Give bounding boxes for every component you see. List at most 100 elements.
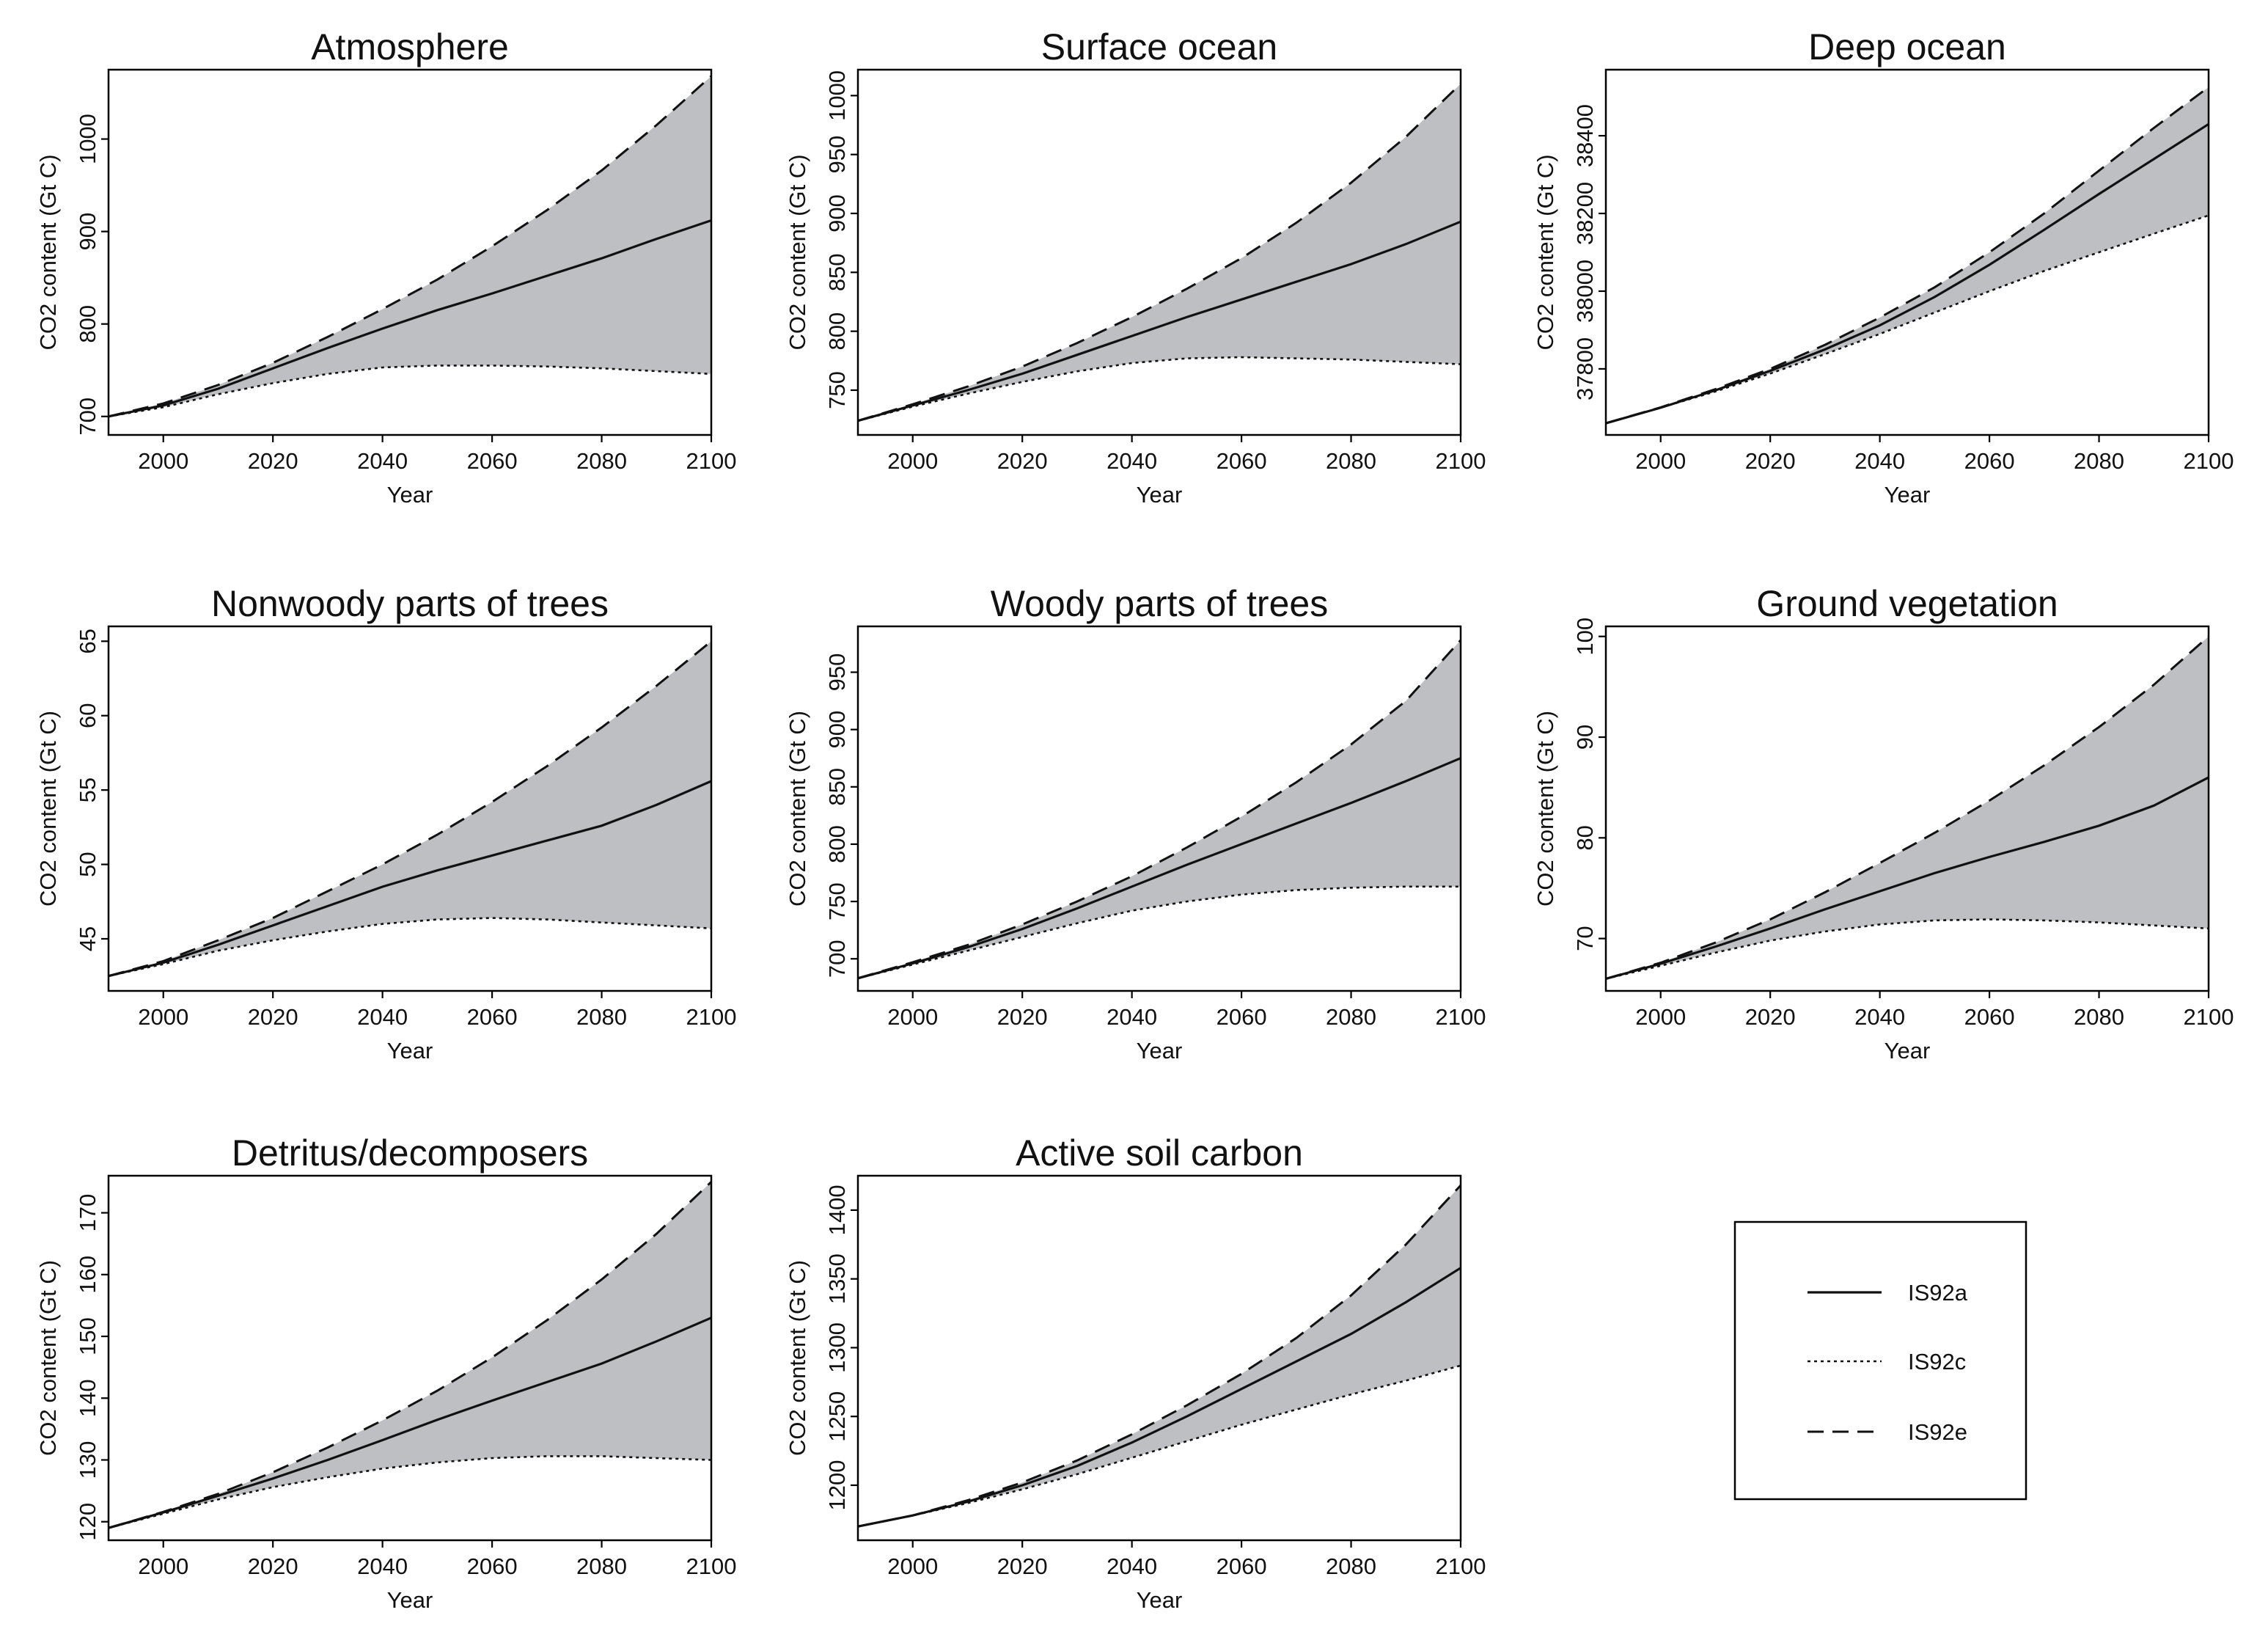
x-tick-label: 2060: [1216, 1004, 1267, 1030]
series-line-is92c: [857, 1364, 1461, 1528]
x-tick-label: 2100: [2184, 1004, 2234, 1030]
x-tick-label: 2100: [1436, 1553, 1486, 1579]
series-line-is92e: [857, 639, 1462, 980]
y-tick-label: 1200: [824, 1460, 850, 1510]
panel-title: Woody parts of trees: [991, 583, 1328, 624]
x-tick-label: 2060: [1964, 1004, 2015, 1030]
series-line-is92a: [857, 757, 1461, 980]
uncertainty-band: [858, 640, 1461, 978]
y-tick-label: 1000: [75, 114, 100, 164]
x-tick-label: 2060: [467, 448, 518, 474]
x-tick-label: 2080: [576, 1004, 627, 1030]
x-tick-label: 2100: [1436, 1004, 1486, 1030]
y-tick-label: 1350: [824, 1253, 850, 1304]
y-tick-label: 150: [75, 1317, 100, 1355]
x-tick-label: 2020: [1745, 1004, 1796, 1030]
x-tick-label: 2100: [1436, 448, 1486, 474]
panels: Atmosphere 2000 2020 2040 2060 2080 2100 700 800…: [35, 26, 2234, 1613]
x-tick-label: 2080: [576, 1553, 627, 1579]
x-axis-label: Year: [387, 1587, 433, 1613]
y-tick-label: 160: [75, 1256, 100, 1294]
plot-frame: [1604, 625, 2210, 992]
x-tick-label: 2020: [997, 448, 1048, 474]
x-tick-label: 2000: [1635, 1004, 1686, 1030]
x-tick-label: 2000: [887, 448, 938, 474]
y-tick-label: 700: [824, 940, 850, 978]
plot-frame: [107, 625, 713, 992]
series-line-is92c: [857, 356, 1461, 422]
series-line-is92e: [108, 640, 712, 978]
plot-frame: [1604, 68, 2210, 436]
x-tick-label: 2080: [2074, 448, 2124, 474]
x-tick-label: 2080: [1326, 1004, 1376, 1030]
x-tick-label: 2020: [248, 448, 298, 474]
y-tick-label: 38200: [1572, 182, 1598, 245]
y-tick-label: 850: [824, 768, 850, 806]
legend-label-is92a: IS92a: [1908, 1280, 1968, 1306]
series-line-is92e: [857, 83, 1462, 422]
x-tick-label: 2080: [1326, 448, 1376, 474]
x-tick-label: 2000: [138, 1553, 188, 1579]
x-axis-label: Year: [1885, 482, 1931, 508]
x-tick-label: 2040: [357, 1004, 408, 1030]
uncertainty-band: [858, 1185, 1461, 1527]
x-tick-label: 2000: [138, 1004, 188, 1030]
x-tick-label: 2040: [1107, 448, 1157, 474]
x-tick-label: 2100: [2184, 448, 2234, 474]
y-axis-label: CO2 content (Gt C): [35, 154, 61, 350]
series-line-is92c: [108, 917, 712, 977]
x-tick-label: 2100: [686, 448, 737, 474]
y-tick-label: 60: [75, 703, 100, 728]
y-tick-label: 1300: [824, 1322, 850, 1373]
panel-title: Ground vegetation: [1756, 583, 2058, 624]
y-tick-label: 65: [75, 629, 100, 654]
panel-nonwoody-parts-of-trees: Nonwoody parts of trees 2000 2020 2040 2060 2…: [35, 583, 736, 1064]
panel-deep-ocean: Deep ocean 2000 2020 2040 2060 2080 2100 37800 3…: [1533, 26, 2234, 508]
series-line-is92a: [108, 1317, 712, 1529]
y-tick-label: 50: [75, 852, 100, 876]
legend-label-is92e: IS92e: [1908, 1419, 1967, 1445]
x-tick-label: 2040: [357, 448, 408, 474]
x-axis-label: Year: [1137, 482, 1183, 508]
panel-atmosphere: Atmosphere 2000 2020 2040 2060 2080 2100 700 800…: [35, 26, 736, 508]
x-tick-label: 2040: [1854, 448, 1905, 474]
y-tick-label: 700: [75, 398, 100, 436]
y-tick-label: 750: [824, 371, 850, 409]
y-tick-label: 900: [824, 711, 850, 749]
uncertainty-band: [858, 84, 1461, 421]
plot-frame: [856, 625, 1462, 992]
y-axis-label: CO2 content (Gt C): [35, 711, 61, 907]
series-line-is92e: [108, 1181, 713, 1529]
y-tick-label: 38000: [1572, 260, 1598, 323]
panel-ground-vegetation: Ground vegetation 2000 2020 2040 2060 2080 210…: [1533, 583, 2234, 1064]
y-tick-label: 800: [824, 312, 850, 351]
panel-title: Surface ocean: [1041, 26, 1277, 67]
x-tick-label: 2000: [1635, 448, 1686, 474]
x-tick-label: 2020: [997, 1553, 1048, 1579]
x-tick-label: 2080: [1326, 1553, 1376, 1579]
series-line-is92a: [857, 1267, 1461, 1528]
legend-label-is92c: IS92c: [1908, 1349, 1966, 1374]
series-line-is92e: [1605, 86, 2209, 425]
panel-title: Active soil carbon: [1016, 1132, 1303, 1174]
y-axis-label: CO2 content (Gt C): [35, 1260, 61, 1456]
x-tick-label: 2020: [248, 1553, 298, 1579]
x-tick-label: 2000: [887, 1004, 938, 1030]
x-tick-label: 2040: [357, 1553, 408, 1579]
x-tick-label: 2040: [1854, 1004, 1905, 1030]
x-tick-label: 2060: [467, 1553, 518, 1579]
y-tick-label: 55: [75, 777, 100, 802]
y-tick-label: 750: [824, 882, 850, 920]
uncertainty-band: [109, 76, 711, 417]
x-tick-label: 2020: [248, 1004, 298, 1030]
x-tick-label: 2060: [467, 1004, 518, 1030]
x-tick-label: 2080: [2074, 1004, 2124, 1030]
y-tick-label: 1250: [824, 1391, 850, 1442]
x-tick-label: 2000: [138, 448, 188, 474]
series-line-is92a: [108, 219, 712, 418]
series-line-is92c: [1605, 214, 2209, 425]
y-tick-label: 80: [1572, 825, 1598, 850]
y-tick-label: 37800: [1572, 337, 1598, 400]
y-tick-label: 900: [824, 194, 850, 233]
